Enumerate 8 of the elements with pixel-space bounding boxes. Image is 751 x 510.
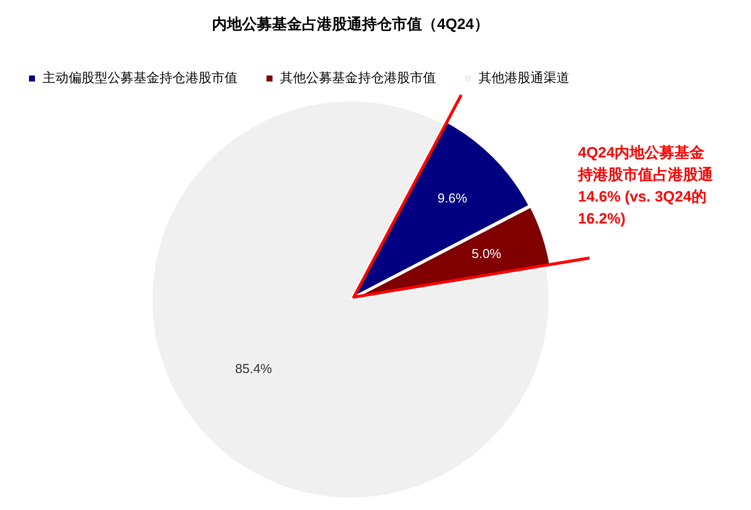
legend-label: 主动偏股型公募基金持仓港股市值 [42,70,238,86]
data-label: 5.0% [472,246,502,261]
chart-title: 内地公募基金占港股通持仓市值（4Q24） [212,15,489,34]
data-label: 9.6% [437,190,468,206]
legend-label: 其他港股通渠道 [478,70,570,86]
text: 4Q24内地公募基金持港股市值占港股通14.6% (vs. 3Q24的16.2%) [577,144,714,228]
data-label: 85.4% [235,360,272,376]
legend-label: 其他公募基金持仓港股市值 [280,70,436,86]
